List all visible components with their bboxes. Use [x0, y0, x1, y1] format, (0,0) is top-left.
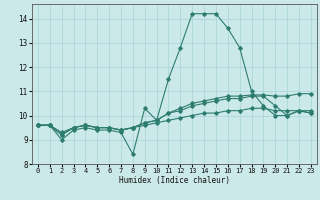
X-axis label: Humidex (Indice chaleur): Humidex (Indice chaleur) [119, 176, 230, 185]
